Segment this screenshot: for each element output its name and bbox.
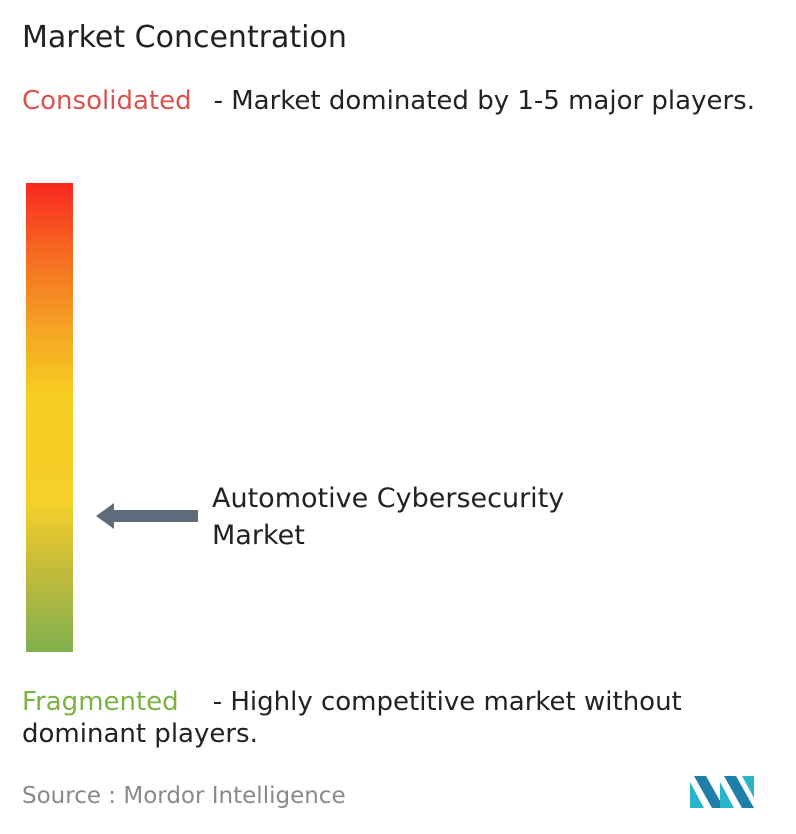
consolidated-label: Consolidated	[22, 86, 192, 116]
fragmented-row: Fragmented - Highly competitive market wi…	[22, 686, 796, 750]
fragmented-label: Fragmented	[22, 687, 179, 717]
fragmented-description: - Highly competitive market without domi…	[22, 687, 682, 749]
market-label: Automotive Cybersecurity Market	[212, 483, 565, 551]
consolidated-description: - Market dominated by 1-5 major players.	[213, 86, 755, 116]
marker-arrow	[96, 503, 198, 529]
title: Market Concentration	[22, 20, 347, 55]
logo	[690, 776, 754, 808]
source: Source : Mordor Intelligence	[22, 783, 346, 809]
consolidated-row: Consolidated - Market dominated by 1-5 ma…	[22, 86, 782, 116]
concentration-gradient-bar	[26, 183, 73, 652]
